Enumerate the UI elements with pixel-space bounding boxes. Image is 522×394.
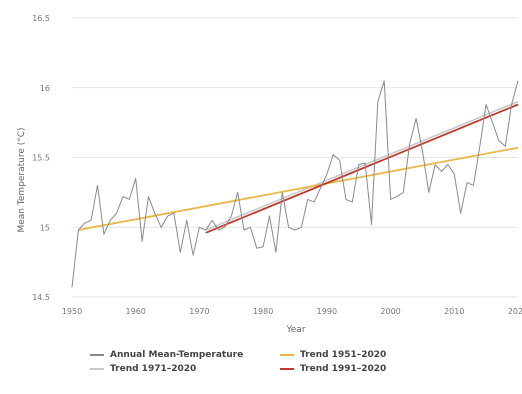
y-axis-title: Mean Temperature (°C) [17, 127, 27, 232]
series-lines [71, 80, 519, 288]
x-tick-label: 2020 [508, 307, 522, 316]
x-axis-ticks: 1950 1960 1970 1980 1990 2000 2010 2020 [62, 307, 522, 316]
legend-item-trend-1951-2020[interactable]: Trend 1951–2020 [280, 350, 386, 360]
gridlines [72, 17, 518, 298]
series-line-annual-mean-temperature [71, 80, 519, 288]
legend-label-annual-mean: Annual Mean-Temperature [110, 350, 244, 360]
legend-label-trend-1991-2020: Trend 1991–2020 [300, 364, 387, 374]
y-tick-label: 16 [40, 84, 50, 93]
x-tick-label: 1950 [62, 307, 82, 316]
y-axis-ticks: 14.5 15 15.5 16 16.5 [32, 14, 50, 302]
legend-label-trend-1951-2020: Trend 1951–2020 [300, 350, 387, 360]
x-axis-title: Year [285, 325, 305, 335]
x-tick-label: 1980 [253, 307, 273, 316]
legend-swatch-trend-1951-2020 [280, 354, 294, 356]
series-line-trend-1971-2020 [205, 100, 519, 231]
legend-swatch-annual-mean [90, 354, 104, 356]
x-tick-label: 2010 [444, 307, 464, 316]
legend-item-trend-1991-2020[interactable]: Trend 1991–2020 [280, 364, 386, 374]
legend-label-trend-1971-2020: Trend 1971–2020 [110, 364, 197, 374]
x-tick-label: 1960 [126, 307, 146, 316]
series-line-trend-1991-2020 [205, 103, 519, 234]
y-tick-label: 14.5 [32, 293, 50, 302]
legend-item-annual-mean[interactable]: Annual Mean-Temperature [90, 350, 243, 360]
x-tick-label: 2000 [380, 307, 400, 316]
legend-swatch-trend-1991-2020 [280, 368, 294, 370]
x-tick-label: 1990 [317, 307, 337, 316]
legend-item-trend-1971-2020[interactable]: Trend 1971–2020 [90, 364, 196, 374]
y-tick-label: 15 [40, 223, 50, 232]
x-tick-label: 1970 [189, 307, 209, 316]
series-line-trend-1951-2020 [78, 146, 519, 231]
y-tick-label: 15.5 [32, 154, 50, 163]
y-tick-label: 16.5 [32, 14, 50, 23]
legend-swatch-trend-1971-2020 [90, 368, 104, 370]
temperature-line-chart: 14.5 15 15.5 16 16.5 1950 1960 1970 1980 1990 200… [17, 14, 522, 335]
